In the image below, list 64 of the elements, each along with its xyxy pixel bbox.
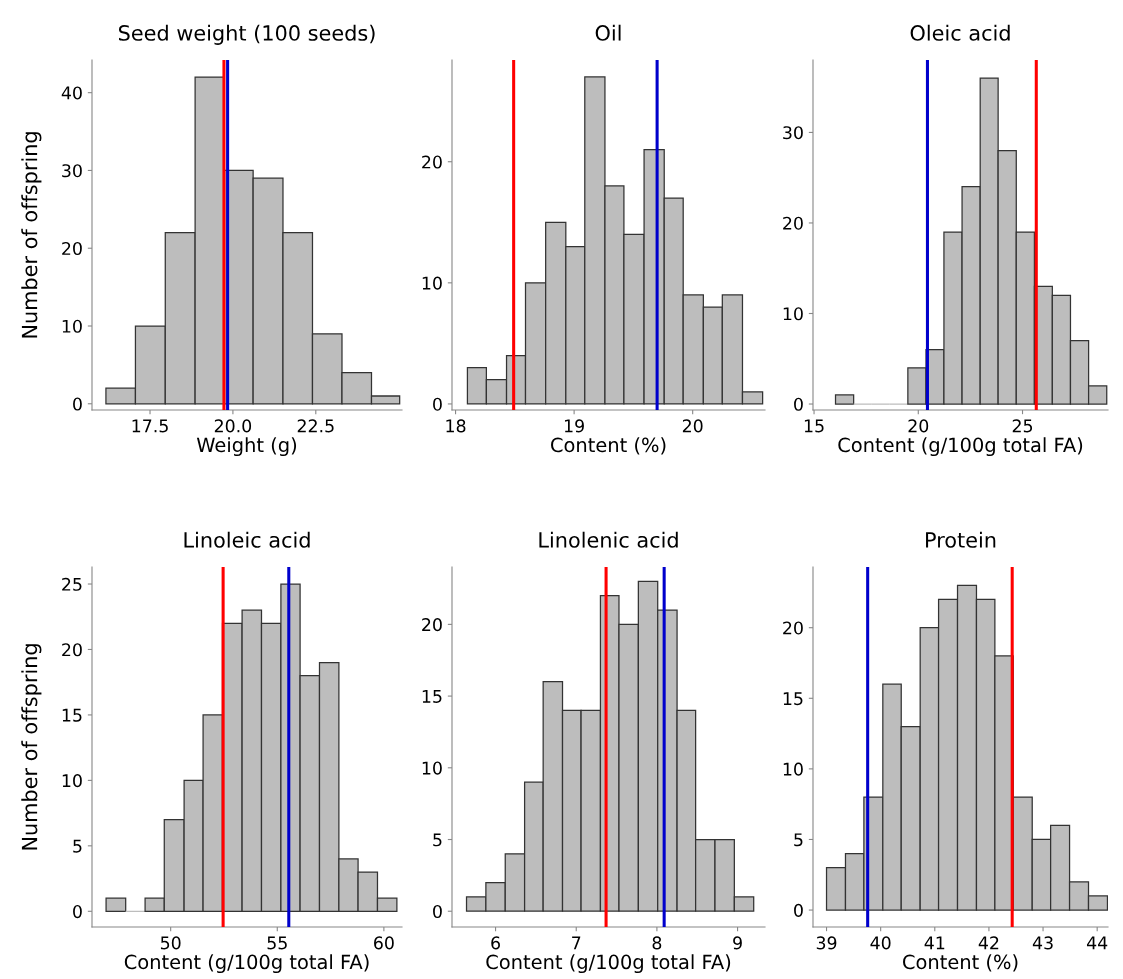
y-tick-label: 10 — [422, 276, 442, 290]
y-tick-label: 15 — [422, 690, 442, 703]
x-tick-label: 20 — [682, 419, 703, 433]
y-tick-label: 15 — [62, 708, 82, 722]
x-axis-title: Content (g/100g total FA) — [486, 954, 731, 974]
x-tick-label: 55 — [267, 936, 287, 950]
y-tick-label: 0 — [433, 904, 442, 919]
x-tick-label: 60 — [374, 936, 394, 950]
y-tick-label: 15 — [783, 692, 803, 706]
x-tick-label: 42 — [978, 936, 999, 950]
y-tick-label: 0 — [73, 397, 82, 411]
chart-title: Seed weight (100 seeds) — [118, 24, 375, 45]
y-tick-label: 20 — [62, 241, 82, 256]
y-tick-label: 20 — [783, 621, 803, 635]
y-tick-label: 10 — [422, 761, 442, 775]
y-tick-label: 0 — [794, 397, 803, 411]
x-tick-label: 19 — [564, 419, 584, 433]
x-tick-label: 40 — [870, 936, 891, 950]
x-tick-label: 18 — [446, 419, 466, 433]
y-tick-label: 30 — [62, 164, 82, 178]
chart-title: Linolenic acid — [539, 531, 678, 548]
y-tick-label: 5 — [794, 833, 803, 847]
y-axis-title: Number of offspring — [21, 132, 42, 338]
y-tick-label: 20 — [422, 155, 442, 169]
x-axis-title: Content (g/100g total FA) — [838, 437, 1083, 457]
x-tick-label: 8 — [652, 936, 662, 950]
y-tick-label: 25 — [62, 577, 82, 591]
x-tick-label: 7 — [572, 936, 581, 950]
x-tick-label: 15 — [804, 419, 824, 433]
x-tick-label: 43 — [1032, 936, 1053, 950]
x-tick-label: 50 — [160, 936, 181, 950]
chart-title: Linoleic acid — [184, 531, 310, 548]
x-axis-title: Content (%) — [903, 954, 1018, 972]
y-tick-label: 0 — [433, 397, 442, 411]
x-tick-label: 20.0 — [214, 419, 252, 433]
y-tick-label: 10 — [62, 774, 82, 788]
y-tick-label: 5 — [433, 833, 442, 847]
x-tick-label: 22.5 — [297, 419, 334, 433]
x-tick-label: 6 — [491, 936, 500, 950]
x-tick-label: 44 — [1086, 936, 1108, 950]
x-axis-title: Content (%) — [551, 437, 666, 455]
y-tick-label: 30 — [783, 126, 803, 140]
x-tick-label: 41 — [924, 936, 945, 950]
y-tick-label: 0 — [73, 905, 82, 919]
x-tick-label: 39 — [816, 936, 837, 950]
y-tick-label: 40 — [61, 86, 82, 100]
y-tick-label: 10 — [62, 319, 82, 333]
x-axis-title: Content (g/100g total FA) — [124, 954, 369, 974]
y-tick-label: 20 — [783, 216, 803, 230]
y-tick-label: 10 — [783, 762, 803, 776]
x-tick-label: 17.5 — [132, 419, 168, 433]
y-tick-label: 0 — [794, 903, 803, 917]
y-axis-title: Number of offspring — [21, 644, 42, 850]
x-axis-title: Weight (g) — [196, 437, 297, 457]
x-tick-label: 9 — [733, 936, 742, 950]
x-tick-label: 25 — [1012, 419, 1033, 433]
y-tick-label: 5 — [73, 839, 82, 853]
y-tick-label: 20 — [422, 618, 442, 632]
chart-title: Oleic acid — [910, 24, 1010, 41]
y-tick-label: 10 — [783, 307, 803, 321]
x-tick-label: 20 — [908, 419, 929, 433]
y-tick-label: 20 — [62, 643, 82, 657]
chart-title: Oil — [595, 24, 621, 41]
chart-title: Protein — [926, 531, 996, 548]
